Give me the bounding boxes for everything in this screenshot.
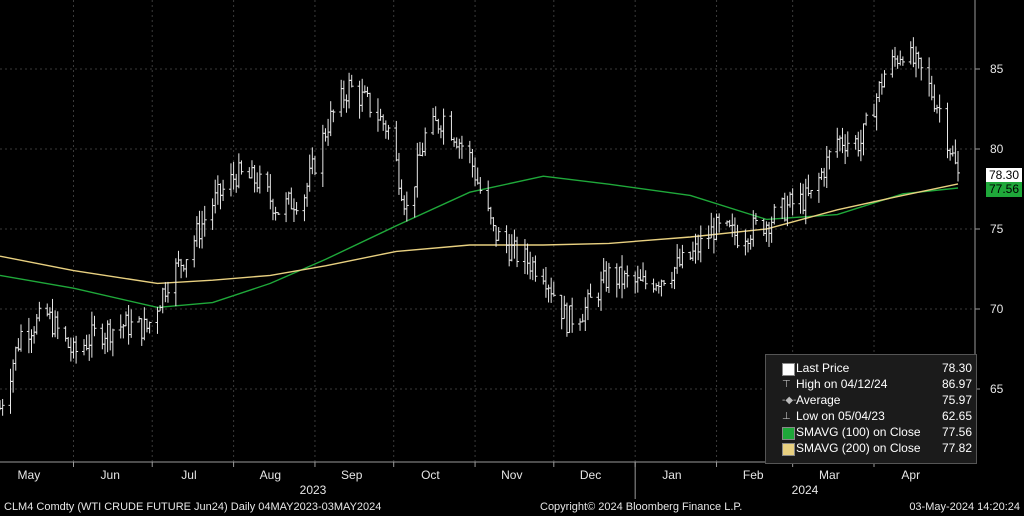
price-tag: 78.30	[986, 168, 1023, 183]
legend-row: -◆- Average 75.97	[766, 393, 976, 409]
legend-label: Last Price	[796, 361, 850, 375]
legend-label: SMAVG (100) on Close	[796, 425, 921, 439]
y-tick-label: 75	[990, 222, 1004, 236]
y-tick-label: 70	[990, 302, 1004, 316]
legend-box: Last Price 78.30 ⊤ High on 04/12/24 86.97 -◆-…	[765, 354, 977, 464]
legend-row: SMAVG (100) on Close 77.56	[766, 425, 976, 441]
x-tick-label: Jun	[101, 468, 120, 482]
legend-label: Low on 05/04/23	[796, 409, 885, 423]
x-tick-label: Sep	[341, 468, 363, 482]
legend-row: Last Price 78.30	[766, 361, 976, 377]
footer-timestamp: 03-May-2024 14:20:24	[909, 501, 1020, 513]
legend-value: 77.82	[941, 441, 972, 455]
legend-row: ⊤ High on 04/12/24 86.97	[766, 377, 976, 393]
legend-label: Average	[796, 393, 841, 407]
legend-label: SMAVG (200) on Close	[796, 441, 921, 455]
x-tick-label: Mar	[819, 468, 840, 482]
x-tick-label: Oct	[421, 468, 440, 482]
legend-marker-icon: ⊥	[782, 411, 791, 422]
x-tick-label: Aug	[260, 468, 281, 482]
legend-row: ⊥ Low on 05/04/23 62.65	[766, 409, 976, 425]
price-bars	[0, 37, 960, 416]
legend-swatch	[782, 427, 795, 440]
y-tick-label: 80	[990, 142, 1004, 156]
x-tick-label: Nov	[501, 468, 522, 482]
footer-copyright: Copyright© 2024 Bloomberg Finance L.P.	[540, 501, 743, 513]
x-tick-label: Dec	[580, 468, 601, 482]
year-label-2024: 2024	[792, 483, 819, 497]
price-chart: 65 70 75 80 85 May Jun Jul Aug Sep Oct Nov Dec Jan Fe…	[0, 0, 1004, 499]
legend-label: High on 04/12/24	[796, 377, 888, 391]
legend-marker-icon: ⊤	[782, 379, 791, 390]
legend-value: 75.97	[941, 393, 972, 407]
price-tag: 77.56	[986, 182, 1023, 197]
x-tick-label: May	[18, 468, 41, 482]
legend-value: 86.97	[941, 377, 972, 391]
legend-swatch	[782, 443, 795, 456]
legend-swatch	[782, 363, 795, 376]
footer: CLM4 Comdty (WTI CRUDE FUTURE Jun24) Dai…	[0, 499, 1024, 516]
legend-row: SMAVG (200) on Close 77.82	[766, 441, 976, 457]
x-tick-label: Jul	[181, 468, 196, 482]
legend-value: 62.65	[941, 409, 972, 423]
legend-marker-icon: -◆-	[782, 395, 797, 406]
y-tick-label: 85	[990, 62, 1004, 76]
x-tick-label: Apr	[901, 468, 920, 482]
y-tick-label: 65	[990, 382, 1004, 396]
legend-value: 77.56	[941, 425, 972, 439]
footer-ticker: CLM4 Comdty (WTI CRUDE FUTURE Jun24) Dai…	[4, 501, 382, 513]
year-label-2023: 2023	[300, 483, 327, 497]
x-tick-label: Feb	[743, 468, 764, 482]
x-tick-label: Jan	[662, 468, 681, 482]
legend-value: 78.30	[941, 361, 972, 375]
